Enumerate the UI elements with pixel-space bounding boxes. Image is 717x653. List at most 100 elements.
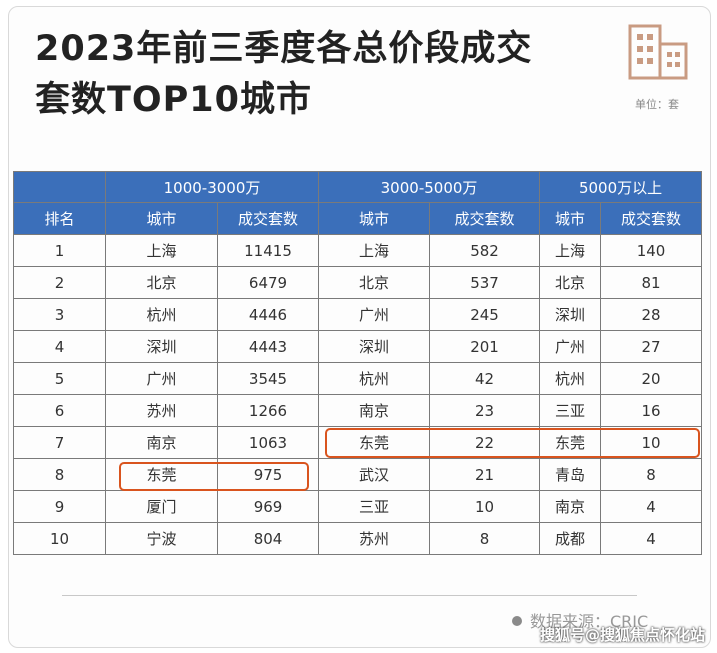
table-row: 5 广州 3545 杭州 42 杭州 20: [13, 362, 703, 395]
count-cell: 6479: [216, 266, 320, 299]
count-cell: 4446: [216, 298, 320, 331]
header-city: 城市: [318, 202, 431, 235]
count-cell: 1063: [216, 426, 320, 459]
city-cell: 苏州: [318, 522, 431, 555]
city-cell: 上海: [539, 234, 602, 267]
header-group-1000-3000: 1000-3000万: [104, 171, 320, 203]
count-cell: 3545: [216, 362, 320, 395]
table-row: 2 北京 6479 北京 537 北京 81: [13, 266, 703, 299]
header-city: 城市: [105, 202, 218, 235]
count-cell: 28: [600, 298, 703, 331]
rank-cell: 6: [13, 394, 106, 427]
count-cell: 10: [600, 426, 703, 459]
rank-cell: 4: [13, 330, 106, 363]
rank-cell: 5: [13, 362, 106, 395]
table-row: 1 上海 11415 上海 582 上海 140: [13, 234, 703, 267]
highlight-box-dongguan-rank-7: [325, 428, 700, 458]
city-cell: 东莞: [539, 426, 602, 459]
data-source: 数据来源：CRIC: [512, 608, 648, 632]
rank-cell: 7: [13, 426, 106, 459]
count-cell: 81: [600, 266, 703, 299]
header-count: 成交套数: [600, 202, 703, 235]
title-line-1: 2023年前三季度各总价段成交: [35, 29, 533, 69]
city-cell: 宁波: [105, 522, 218, 555]
header-group-5000-plus: 5000万以上: [539, 171, 703, 203]
building-icon: [628, 24, 688, 80]
city-cell: 上海: [105, 234, 218, 267]
city-cell: 上海: [318, 234, 431, 267]
header-group-3000-5000: 3000-5000万: [318, 171, 541, 203]
count-cell: 201: [429, 330, 541, 363]
count-cell: 804: [216, 522, 320, 555]
unit-label: 单位：套: [635, 98, 679, 111]
count-cell: 8: [600, 458, 703, 491]
header-count: 成交套数: [216, 202, 320, 235]
count-cell: 27: [600, 330, 703, 363]
rank-cell: 10: [13, 522, 106, 555]
header-city: 城市: [539, 202, 602, 235]
count-cell: 8: [429, 522, 541, 555]
city-cell: 武汉: [318, 458, 431, 491]
ranking-table: 1000-3000万 3000-5000万 5000万以上 排名 城市 成交套数…: [13, 171, 703, 555]
city-cell: 厦门: [105, 490, 218, 523]
rank-cell: 9: [13, 490, 106, 523]
rank-cell: 3: [13, 298, 106, 331]
city-cell: 南京: [539, 490, 602, 523]
city-cell: 北京: [539, 266, 602, 299]
city-cell: 深圳: [105, 330, 218, 363]
source-text: 数据来源：CRIC: [530, 612, 649, 631]
count-cell: 4443: [216, 330, 320, 363]
city-cell: 青岛: [539, 458, 602, 491]
city-cell: 杭州: [539, 362, 602, 395]
city-cell: 广州: [105, 362, 218, 395]
count-cell: 582: [429, 234, 541, 267]
city-cell: 广州: [539, 330, 602, 363]
city-cell: 南京: [318, 394, 431, 427]
city-cell: 三亚: [318, 490, 431, 523]
city-cell: 南京: [105, 426, 218, 459]
header-group-row: 1000-3000万 3000-5000万 5000万以上: [13, 171, 703, 203]
count-cell: 969: [216, 490, 320, 523]
count-cell: 16: [600, 394, 703, 427]
count-cell: 23: [429, 394, 541, 427]
table-row: 6 苏州 1266 南京 23 三亚 16: [13, 394, 703, 427]
highlight-box-dongguan-1000-3000: [119, 462, 309, 491]
table-row: 8 东莞 975 武汉 21 青岛 8: [13, 458, 703, 491]
header-blank: [13, 171, 106, 203]
rank-cell: 1: [13, 234, 106, 267]
table-row: 7 南京 1063 东莞 22 东莞 10: [13, 426, 703, 459]
count-cell: 245: [429, 298, 541, 331]
city-cell: 成都: [539, 522, 602, 555]
city-cell: 北京: [318, 266, 431, 299]
count-cell: 22: [429, 426, 541, 459]
divider: [62, 595, 637, 596]
count-cell: 21: [429, 458, 541, 491]
count-cell: 4: [600, 490, 703, 523]
table-row: 3 杭州 4446 广州 245 深圳 28: [13, 298, 703, 331]
city-cell: 北京: [105, 266, 218, 299]
rank-cell: 8: [13, 458, 106, 491]
count-cell: 42: [429, 362, 541, 395]
header-count: 成交套数: [429, 202, 541, 235]
watermark: 搜狐号@搜狐焦点怀化站: [539, 626, 705, 644]
count-cell: 20: [600, 362, 703, 395]
count-cell: 140: [600, 234, 703, 267]
header-rank: 排名: [13, 202, 106, 235]
city-cell: 深圳: [539, 298, 602, 331]
city-cell: 广州: [318, 298, 431, 331]
table-row: 10 宁波 804 苏州 8 成都 4: [13, 522, 703, 555]
city-cell: 杭州: [105, 298, 218, 331]
count-cell: 537: [429, 266, 541, 299]
title-line-2: 套数TOP10城市: [35, 80, 312, 120]
city-cell: 杭州: [318, 362, 431, 395]
count-cell: 10: [429, 490, 541, 523]
city-cell: 三亚: [539, 394, 602, 427]
rank-cell: 2: [13, 266, 106, 299]
count-cell: 4: [600, 522, 703, 555]
city-cell: 深圳: [318, 330, 431, 363]
table-row: 9 厦门 969 三亚 10 南京 4: [13, 490, 703, 523]
city-cell: 苏州: [105, 394, 218, 427]
count-cell: 11415: [216, 234, 320, 267]
source-dot-icon: [512, 616, 522, 626]
table-row: 4 深圳 4443 深圳 201 广州 27: [13, 330, 703, 363]
